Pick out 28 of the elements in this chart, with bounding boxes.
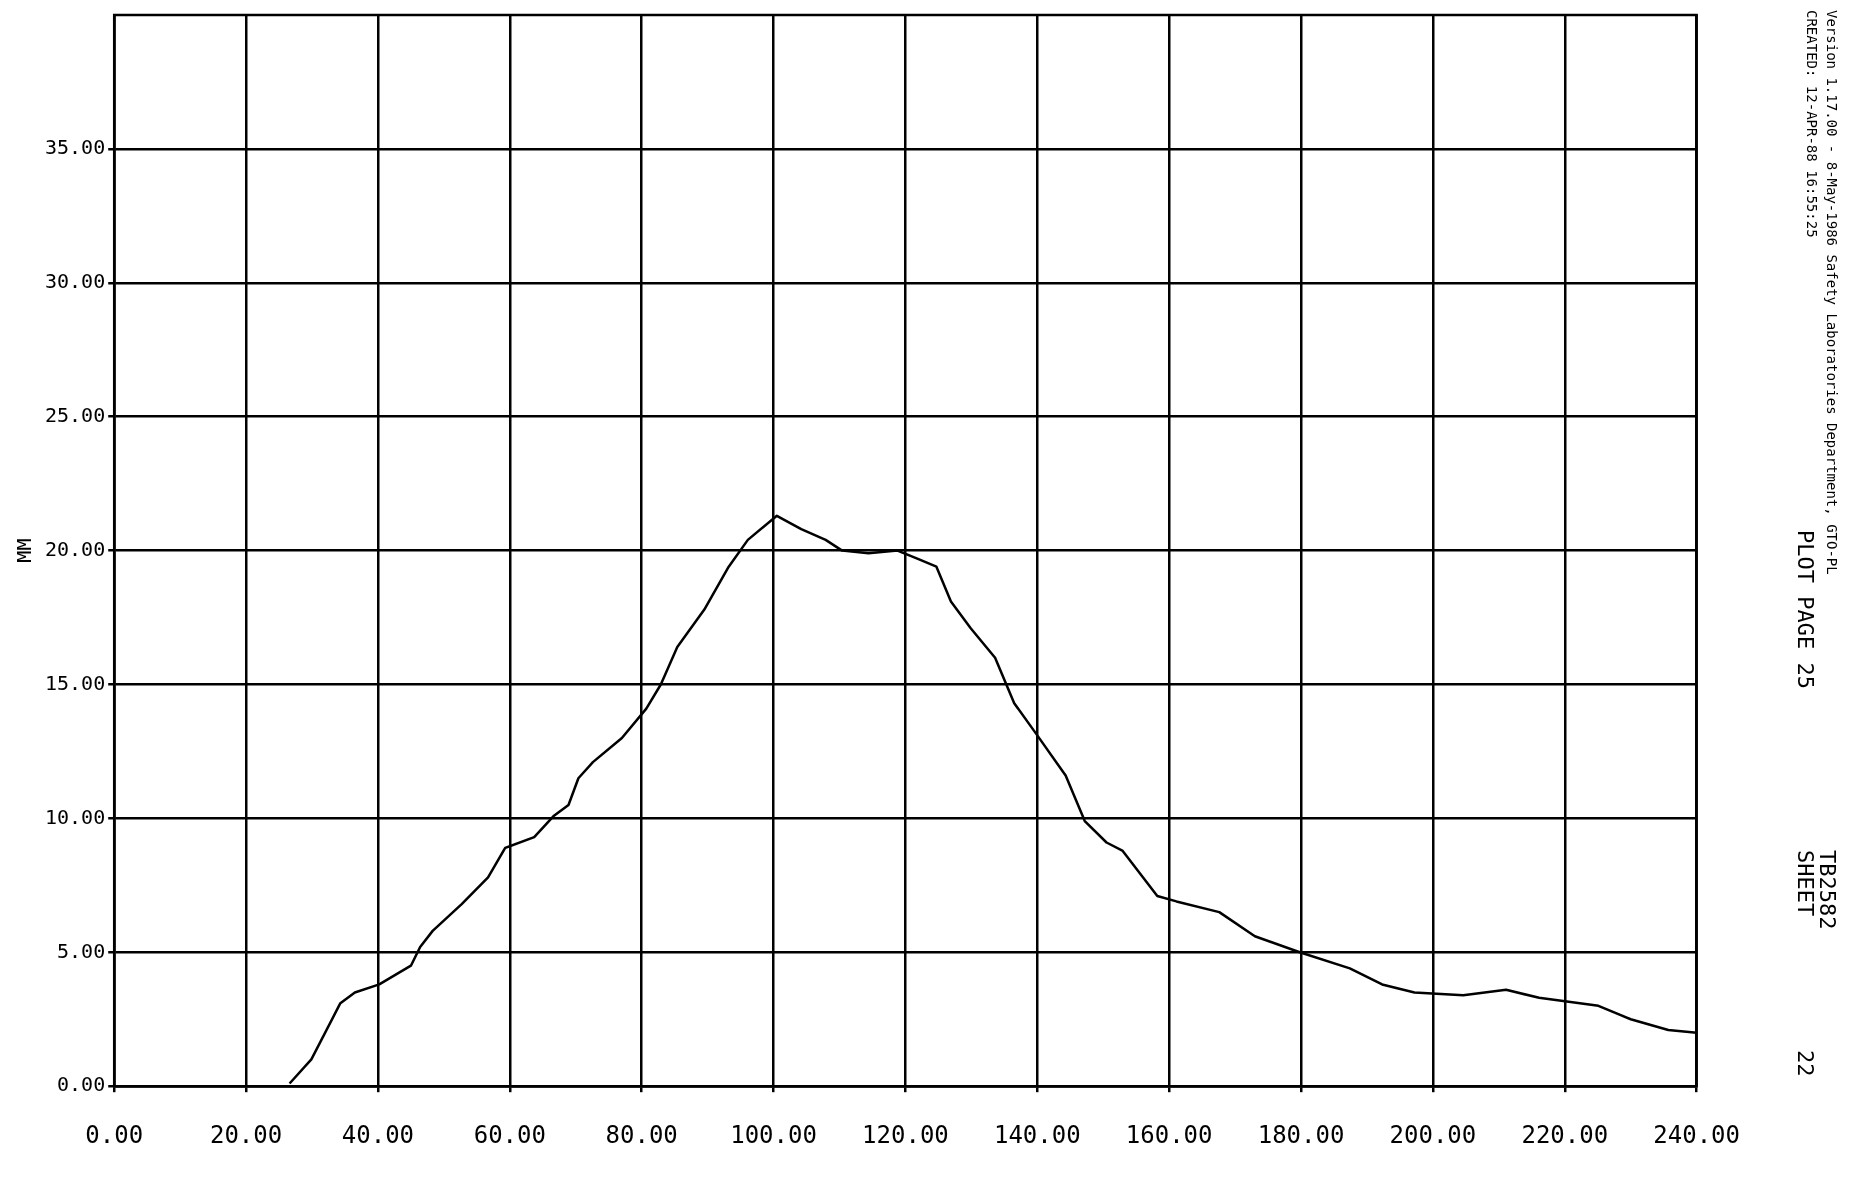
x-tick-label: 60.00	[473, 1120, 546, 1149]
x-tick-label: 140.00	[993, 1120, 1081, 1149]
x-tick-label: 120.00	[862, 1120, 949, 1149]
text: PLOT PAGE 25	[1793, 530, 1818, 689]
y-tick-label: 35.00	[44, 135, 106, 160]
text: Version 1.17.00 - 8-May-1986 Safety Laboratories Department, GTO-PL	[1824, 10, 1840, 575]
x-tick-label: 180.00	[1257, 1120, 1345, 1149]
y-tick-label: 10.00	[44, 804, 106, 829]
y-tick-label: 20.00	[44, 536, 106, 561]
y-tick-label: 0.00	[57, 1072, 106, 1097]
y-tick-label: 25.00	[44, 402, 106, 427]
y-tick-label: 5.00	[57, 938, 106, 963]
y-tick-label: 30.00	[44, 269, 106, 293]
x-tick-label: 80.00	[605, 1120, 678, 1149]
text: 22	[1793, 1050, 1818, 1077]
text: SHEET	[1793, 850, 1818, 917]
x-tick-label: 20.00	[209, 1120, 283, 1149]
text: CREATED: 12-APR-88 16:55:25	[1804, 10, 1820, 238]
y-tick-label: 15.00	[44, 670, 106, 695]
text: TB2582	[1815, 850, 1840, 930]
x-tick-label: 0.00	[85, 1120, 144, 1149]
x-tick-label: 240.00	[1653, 1120, 1740, 1149]
x-tick-label: 100.00	[730, 1120, 817, 1149]
x-tick-label: 160.00	[1125, 1120, 1213, 1149]
x-tick-label: 220.00	[1521, 1120, 1609, 1149]
x-tick-label: 200.00	[1389, 1120, 1477, 1149]
y-axis-title: MM	[12, 538, 37, 563]
x-tick-label: 40.00	[341, 1120, 415, 1149]
